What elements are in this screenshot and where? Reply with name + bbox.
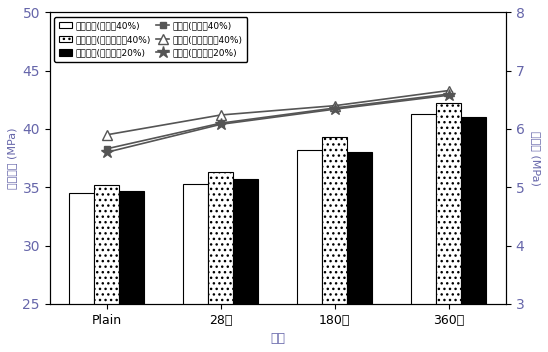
Bar (233, 179, 258, 352)
Bar (69, 193, 94, 352)
Bar (94, 185, 119, 352)
Y-axis label: 휨강도 (MPa): 휨강도 (MPa) (531, 131, 541, 186)
Bar (461, 117, 487, 352)
Bar (436, 103, 461, 352)
Legend: 압축강도(석탄재40%), 압축강도(철강슬래그40%), 압축강도(재생골자20%), 휨강도(석탄재40%), 휨강도(철강슬래그40%), 휨강도(재생골: 압축강도(석탄재40%), 압축강도(철강슬래그40%), 압축강도(재생골자2… (54, 17, 248, 62)
Bar (347, 152, 373, 352)
Bar (208, 172, 233, 352)
Bar (183, 184, 208, 352)
X-axis label: 재령: 재령 (270, 332, 286, 345)
Bar (297, 150, 322, 352)
Bar (322, 137, 347, 352)
Y-axis label: 압축강도 (MPa): 압축강도 (MPa) (7, 127, 17, 189)
Bar (119, 191, 144, 352)
Bar (411, 114, 436, 352)
